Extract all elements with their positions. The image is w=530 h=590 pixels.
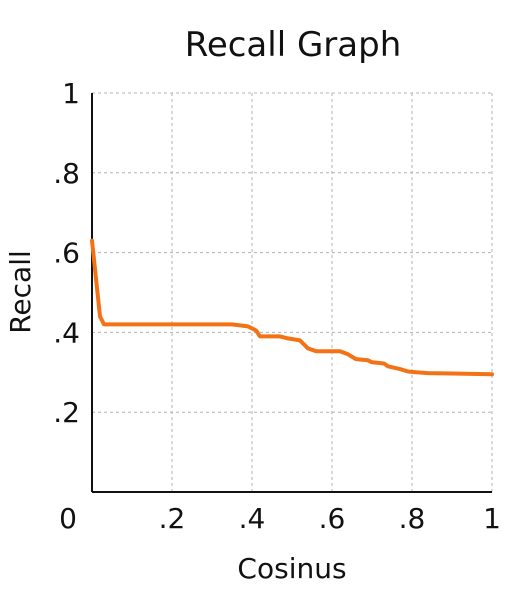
x-tick-label: .2 — [159, 502, 186, 535]
chart-title: Recall Graph — [185, 25, 402, 65]
x-tick-label: .4 — [239, 502, 266, 535]
y-tick-label: .6 — [53, 237, 80, 270]
recall-series-line — [90, 238, 494, 377]
series-layer — [90, 238, 494, 377]
y-axis-label: Recall — [4, 250, 37, 334]
x-tick-labels: 0 .2 .4 .6 .8 1 — [59, 502, 501, 535]
x-tick-label: .8 — [399, 502, 426, 535]
axes — [91, 93, 492, 493]
x-axis-label: Cosinus — [237, 552, 346, 585]
x-tick-label: 0 — [59, 502, 77, 535]
x-tick-label: .6 — [319, 502, 346, 535]
x-tick-label: 1 — [483, 502, 501, 535]
y-tick-label: .4 — [53, 316, 80, 349]
gridlines — [92, 92, 493, 492]
y-tick-label: 1 — [62, 77, 80, 110]
y-tick-labels: .2 .4 .6 .8 1 — [53, 77, 80, 429]
y-tick-label: .2 — [53, 396, 80, 429]
y-tick-label: .8 — [53, 157, 80, 190]
